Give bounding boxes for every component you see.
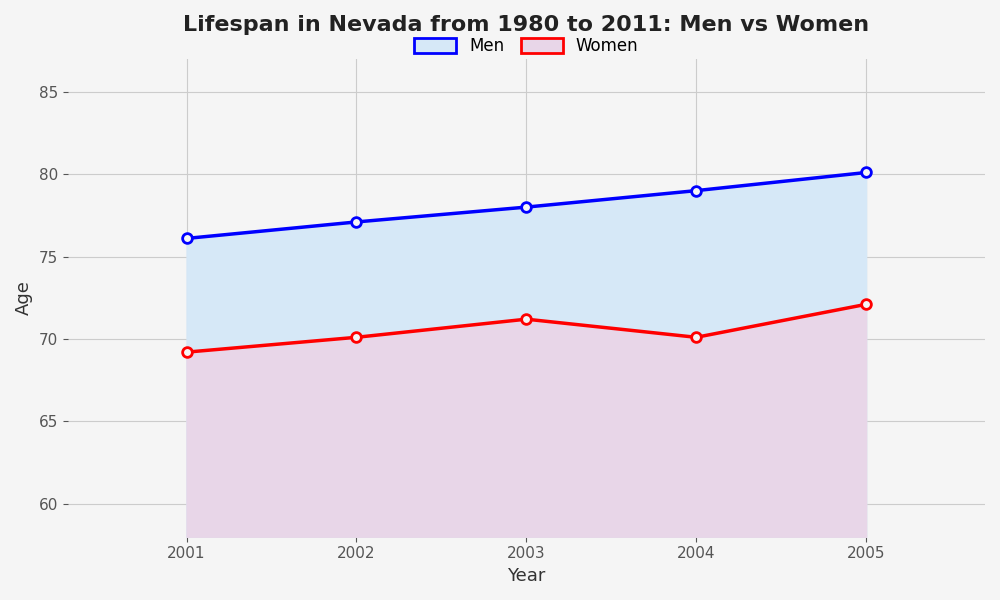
Y-axis label: Age: Age: [15, 280, 33, 315]
X-axis label: Year: Year: [507, 567, 546, 585]
Legend: Men, Women: Men, Women: [406, 29, 647, 64]
Title: Lifespan in Nevada from 1980 to 2011: Men vs Women: Lifespan in Nevada from 1980 to 2011: Me…: [183, 15, 869, 35]
